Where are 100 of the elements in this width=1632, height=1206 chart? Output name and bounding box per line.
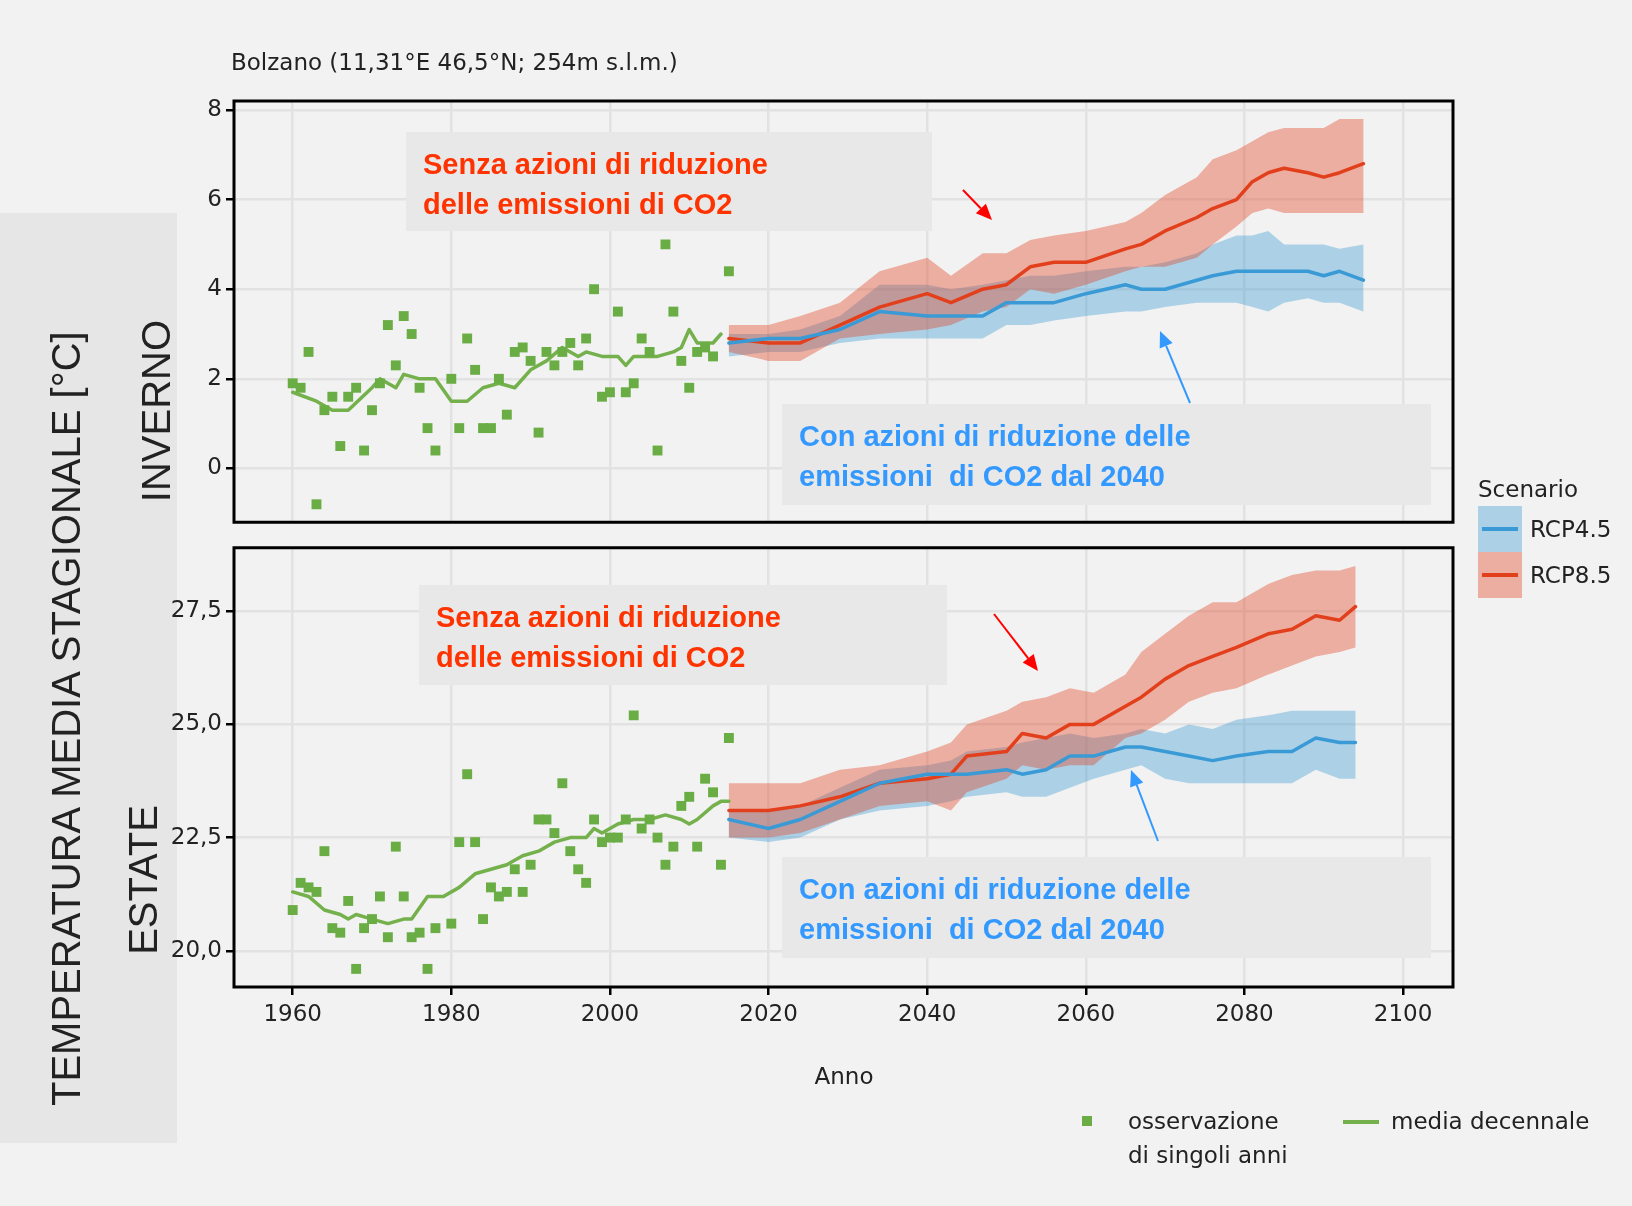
- point: [486, 882, 496, 893]
- chart-title: Bolzano (11,31°E 46,5°N; 254m s.l.m.): [231, 49, 678, 75]
- point: [541, 346, 552, 357]
- point: [533, 427, 544, 438]
- point: [573, 864, 584, 875]
- y-tick-label: 2: [207, 363, 222, 390]
- point: [604, 387, 615, 398]
- point: [382, 932, 393, 943]
- point: [589, 284, 600, 295]
- point: [398, 311, 409, 322]
- y-tick-label: 4: [207, 274, 222, 301]
- point: [509, 864, 520, 875]
- x-tick-label: 2080: [1215, 999, 1274, 1026]
- point: [406, 329, 417, 339]
- point: [351, 382, 362, 393]
- y-tick-label: 0: [207, 453, 222, 480]
- point: [287, 905, 298, 915]
- point: [557, 346, 568, 357]
- point: [454, 423, 465, 434]
- point: [327, 923, 338, 934]
- point: [565, 846, 576, 857]
- point: [311, 886, 322, 897]
- y-tick-label: 8: [207, 94, 222, 121]
- point: [430, 445, 441, 456]
- x-tick-label: 1960: [263, 999, 322, 1026]
- point: [367, 914, 377, 925]
- legend-label: RCP4.5: [1530, 515, 1612, 544]
- point: [414, 927, 425, 938]
- point: [493, 373, 504, 384]
- point: [557, 778, 568, 789]
- point: [676, 800, 687, 811]
- point: [612, 306, 623, 317]
- point: [620, 387, 631, 398]
- legend-label: RCP8.5: [1530, 561, 1612, 590]
- point: [652, 832, 663, 843]
- point: [660, 859, 671, 870]
- point: [343, 391, 354, 402]
- point: [573, 360, 584, 371]
- point: [311, 499, 322, 510]
- text-box: Senza azioni di riduzione delle emissioni di CO2: [406, 132, 932, 231]
- x-tick-label: 2060: [1056, 999, 1116, 1026]
- point: [430, 923, 441, 934]
- y-axis-title: TEMPERATURA MEDIA STAGIONALE [°C]: [43, 330, 89, 1106]
- point: [478, 914, 488, 925]
- point: [470, 364, 481, 375]
- point: [700, 773, 711, 784]
- point: [398, 891, 409, 902]
- point: [319, 405, 330, 416]
- point: [612, 832, 623, 843]
- point: [319, 846, 330, 857]
- point: [422, 423, 433, 434]
- point: [716, 859, 726, 870]
- y-tick-label: 6: [207, 184, 222, 211]
- text: INVERNO: [134, 319, 178, 503]
- point: [628, 710, 639, 721]
- x-tick-label: 2100: [1373, 999, 1433, 1026]
- point: [295, 382, 306, 393]
- legend-title: Scenario: [1478, 476, 1579, 502]
- x-axis-title: Anno: [813, 1063, 875, 1089]
- point: [723, 733, 734, 743]
- point: [303, 346, 314, 357]
- point: [660, 239, 671, 250]
- point: [589, 814, 600, 825]
- point: [549, 360, 560, 371]
- point: [486, 423, 496, 434]
- point: [327, 391, 338, 402]
- point: [692, 841, 703, 852]
- y-tick-label: 27,5: [170, 596, 222, 623]
- x-tick-label: 2000: [580, 999, 640, 1026]
- point: [636, 333, 647, 344]
- point: [700, 342, 711, 353]
- point: [525, 355, 536, 366]
- point: [644, 346, 655, 357]
- point: [414, 382, 425, 393]
- legend-label: media decennale: [1391, 1107, 1590, 1136]
- point: [390, 360, 401, 371]
- point: [462, 769, 473, 780]
- point: [374, 378, 385, 389]
- point: [446, 373, 457, 384]
- point: [517, 342, 528, 353]
- point: [374, 891, 385, 902]
- point: [723, 266, 734, 277]
- point: [335, 927, 346, 938]
- y-tick-label: 22,5: [170, 822, 222, 849]
- point: [454, 837, 465, 848]
- point: [549, 828, 560, 838]
- y-tick-label: 25,0: [170, 709, 222, 736]
- point: [390, 841, 401, 852]
- point: [446, 918, 457, 929]
- point: [382, 320, 393, 330]
- point: [644, 814, 655, 825]
- text-box: Senza azioni di riduzione delle emissioni di CO2: [419, 585, 947, 685]
- point: [470, 837, 481, 848]
- point: [684, 382, 695, 393]
- x-tick-label: 1980: [422, 999, 481, 1026]
- point: [351, 963, 362, 974]
- text: ESTATE: [120, 804, 166, 957]
- point: [668, 306, 679, 317]
- point: [501, 886, 512, 897]
- point: [517, 886, 528, 897]
